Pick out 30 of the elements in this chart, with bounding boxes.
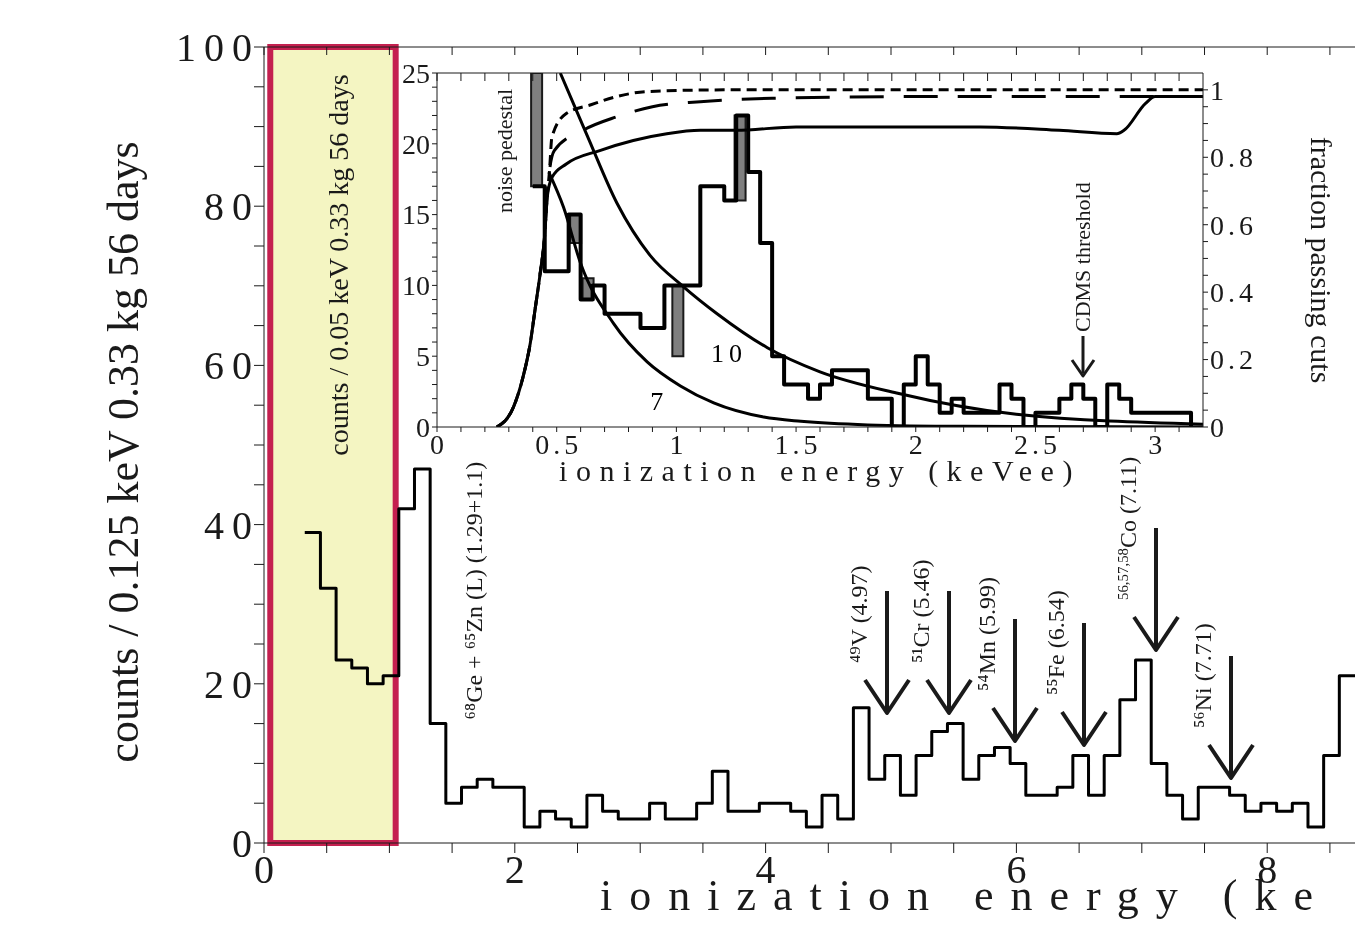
annotation: ⁵⁶Ni (7.71) xyxy=(1190,623,1216,728)
annotation: ⁴⁹V (4.97) xyxy=(846,565,872,663)
y2-tick-label: 0.6 xyxy=(1210,209,1257,241)
x-tick-label: 2 xyxy=(504,847,533,893)
series-label: 10 xyxy=(711,338,748,368)
annotation: noise pedestal xyxy=(491,88,517,213)
y-tick-label: 10 xyxy=(402,270,430,302)
y-axis-title: counts / 0.05 keV 0.33 kg 56 days xyxy=(323,74,354,456)
annotation: CDMS threshold xyxy=(1070,182,1095,332)
annotation: ⁵⁵Fe (6.54) xyxy=(1043,590,1069,695)
y-tick-label: 80 xyxy=(204,184,260,230)
y2-tick-label: 0.2 xyxy=(1210,344,1257,376)
x-tick-label: 3 xyxy=(1148,428,1167,460)
y-tick-label: 20 xyxy=(204,661,260,707)
y-tick-label: 40 xyxy=(204,502,260,548)
annotation: ⁵¹Cr (5.46) xyxy=(908,559,934,663)
y-axis-title: counts / 0.125 keV 0.33 kg 56 days xyxy=(99,141,148,763)
y-tick-label: 25 xyxy=(402,57,430,89)
y2-tick-label: 0.4 xyxy=(1210,276,1257,308)
y-tick-label: 15 xyxy=(402,199,430,231)
y-tick-label: 20 xyxy=(402,128,430,160)
y-tick-label: 60 xyxy=(204,343,260,389)
annotation: ⁵⁴Mn (5.99) xyxy=(974,576,1000,691)
y2-tick-label: 0.8 xyxy=(1210,142,1257,174)
y-tick-label: 5 xyxy=(416,341,430,372)
annotation: ⁶⁸Ge + ⁶⁵Zn (L) (1.29+1.1) xyxy=(460,461,487,720)
y2-tick-label: 1 xyxy=(1210,74,1228,106)
y2-axis-title: fraction passing cuts xyxy=(1305,136,1338,384)
series-label: 7 xyxy=(650,386,669,416)
y-tick-label: 100 xyxy=(176,25,260,70)
